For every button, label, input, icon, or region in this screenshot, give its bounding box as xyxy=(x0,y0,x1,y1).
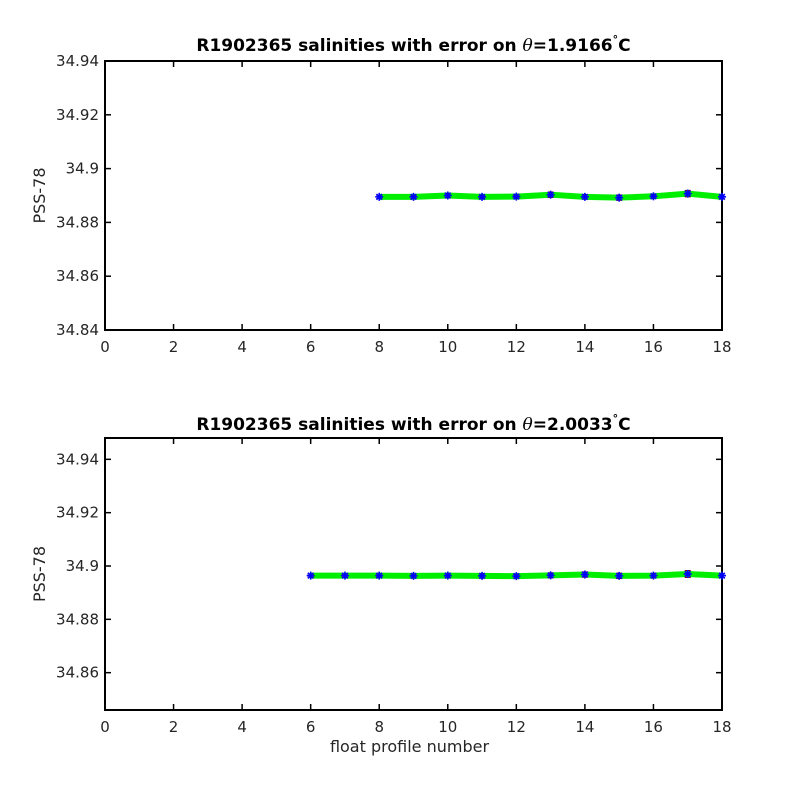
data-point xyxy=(615,571,624,580)
x-tick-label: 4 xyxy=(237,718,247,736)
data-point xyxy=(340,571,349,580)
data-point xyxy=(718,571,726,580)
data-point-stroke xyxy=(615,194,623,202)
y-tick-label: 34.86 xyxy=(56,664,99,682)
data-point-stroke xyxy=(684,190,692,197)
x-tick-label: 16 xyxy=(644,718,663,736)
x-axis-label: float profile number xyxy=(330,737,490,756)
x-tick-label: 2 xyxy=(169,718,179,736)
y-tick-label: 34.88 xyxy=(56,213,99,231)
y-tick-label: 34.94 xyxy=(56,450,99,468)
data-point-stroke xyxy=(478,572,486,580)
chart-title: R1902365 salinities with error on θ=1.91… xyxy=(196,33,630,56)
chart-top: 0 2 4 6 8 10 12 14 16 18 34.84 34.86 34.88 34.9 34.92 3… xyxy=(30,33,732,356)
data-point xyxy=(512,572,521,581)
data-point-stroke xyxy=(547,571,554,579)
data-point-stroke xyxy=(547,191,554,199)
title-theta: θ xyxy=(523,415,533,435)
data-point-stroke xyxy=(444,192,452,199)
title-prefix: R1902365 salinities with error on xyxy=(196,36,522,56)
y-axis-label: PSS-78 xyxy=(30,167,49,223)
data-point xyxy=(443,191,452,200)
y-tick-label: 34.92 xyxy=(56,106,99,124)
title-unit: C xyxy=(618,36,630,56)
y-tick-label: 34.9 xyxy=(66,557,99,575)
x-tick-label: 12 xyxy=(507,718,526,736)
data-point xyxy=(580,192,589,201)
data-point xyxy=(478,192,487,201)
data-point-stroke xyxy=(512,572,520,580)
data-point xyxy=(683,189,692,198)
data-point xyxy=(512,192,521,201)
data-point-stroke xyxy=(581,193,589,201)
x-tick-label: 6 xyxy=(306,338,316,356)
data-point xyxy=(409,571,418,580)
x-tick-label: 18 xyxy=(712,718,731,736)
data-point-stroke xyxy=(341,572,349,579)
data-point xyxy=(718,192,726,201)
data-point xyxy=(478,571,487,580)
data-point-stroke xyxy=(615,572,623,580)
data-point-stroke xyxy=(718,193,726,201)
title-prefix: R1902365 salinities with error on xyxy=(196,415,522,435)
data-point xyxy=(649,192,658,201)
data-point-stroke xyxy=(581,571,589,578)
x-tick-label: 2 xyxy=(169,338,179,356)
title-value: =1.9166 xyxy=(533,36,613,56)
x-tick-label: 10 xyxy=(438,338,457,356)
x-tick-label: 0 xyxy=(100,338,110,356)
x-tick-label: 10 xyxy=(438,718,457,736)
chart-bottom: 0 2 4 6 8 10 12 14 16 18 34.86 34.88 34.9 34.92 34.94 P… xyxy=(30,412,732,756)
data-point-stroke xyxy=(512,193,520,200)
y-tick-label: 34.94 xyxy=(56,52,99,70)
x-tick-label: 8 xyxy=(374,718,384,736)
data-point xyxy=(683,570,692,578)
data-point xyxy=(443,571,452,580)
title-unit: C xyxy=(618,415,630,435)
x-tick-label: 16 xyxy=(644,338,663,356)
data-point-stroke xyxy=(444,572,452,579)
data-point-stroke xyxy=(478,193,486,201)
data-point xyxy=(409,192,418,201)
data-point xyxy=(375,192,384,201)
data-point xyxy=(546,571,555,580)
x-tick-label: 18 xyxy=(712,338,731,356)
y-axis-label: PSS-78 xyxy=(30,546,49,602)
data-point xyxy=(306,571,315,580)
data-point-stroke xyxy=(650,192,657,200)
data-point xyxy=(546,190,555,199)
title-value: =2.0033 xyxy=(533,415,613,435)
x-tick-label: 12 xyxy=(507,338,526,356)
y-tick-label: 34.88 xyxy=(56,610,99,628)
x-tick-label: 14 xyxy=(575,718,594,736)
y-tick-label: 34.92 xyxy=(56,504,99,522)
data-point-stroke xyxy=(410,572,417,580)
title-degree: ° xyxy=(613,33,619,46)
title-theta: θ xyxy=(523,36,533,56)
data-point xyxy=(615,193,624,202)
x-tick-label: 14 xyxy=(575,338,594,356)
data-point-stroke xyxy=(375,572,383,579)
chart-title: R1902365 salinities with error on θ=2.00… xyxy=(196,412,630,435)
data-point-stroke xyxy=(718,572,726,579)
y-tick-label: 34.9 xyxy=(66,160,99,178)
y-tick-label: 34.86 xyxy=(56,267,99,285)
data-point xyxy=(375,571,384,580)
data-point-stroke xyxy=(684,570,692,578)
x-tick-label: 0 xyxy=(100,718,110,736)
x-tick-label: 6 xyxy=(306,718,316,736)
title-degree: ° xyxy=(613,412,619,425)
data-point-stroke xyxy=(375,193,383,201)
data-point xyxy=(649,571,658,580)
x-tick-label: 4 xyxy=(237,338,247,356)
data-point-stroke xyxy=(650,572,657,579)
y-tick-label: 34.84 xyxy=(56,321,99,339)
data-point xyxy=(580,570,589,579)
x-tick-label: 8 xyxy=(374,338,384,356)
data-point-stroke xyxy=(307,572,315,579)
data-point-stroke xyxy=(410,193,417,201)
